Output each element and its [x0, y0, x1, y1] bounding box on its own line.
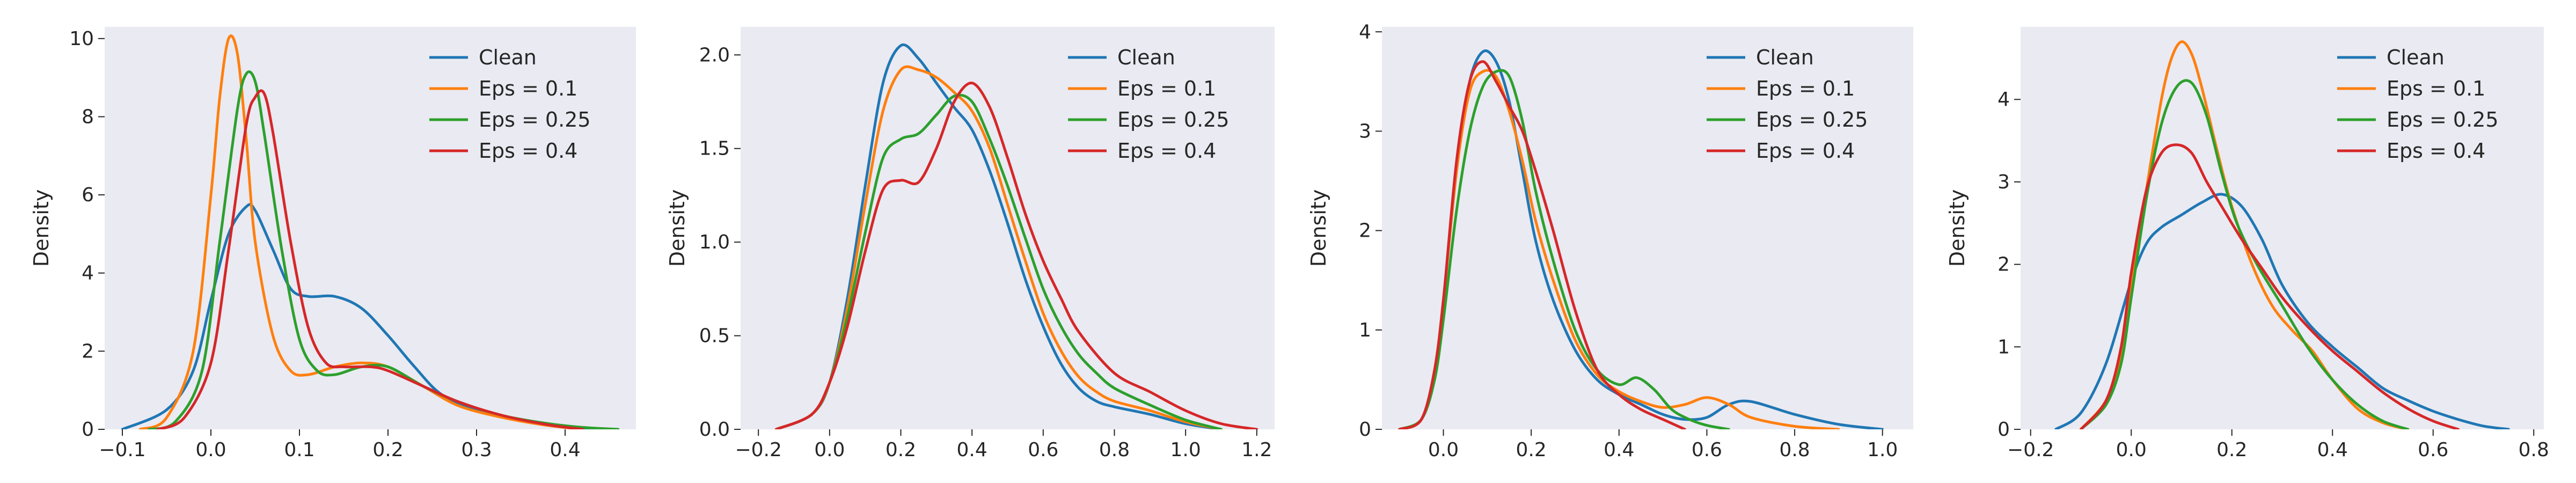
y-tick-label: 4 — [82, 262, 94, 284]
y-tick-label: 1.0 — [699, 231, 730, 253]
y-axis-title: Density — [1307, 189, 1330, 267]
x-tick-label: 0.1 — [284, 439, 314, 461]
y-tick-label: 2.0 — [699, 44, 730, 66]
legend-label: Clean — [1756, 46, 1814, 69]
y-axis-title: Density — [30, 189, 53, 267]
series-line-2 — [138, 34, 584, 429]
chart-panel-3: 0.0 0.2 0.4 0.6 0.8 1.0 0 1 2 3 4 Density Clean Eps =… — [1307, 21, 1913, 461]
x-tick-label: 0.8 — [1099, 439, 1130, 461]
y-tick-label: 10 — [69, 28, 94, 50]
x-tick-label: 0.2 — [885, 439, 916, 461]
y-tick-label: 0.0 — [699, 419, 730, 441]
y-tick-label: 1 — [1997, 336, 2010, 358]
legend-label: Eps = 0.25 — [479, 108, 591, 131]
legend-label: Clean — [1117, 46, 1175, 69]
y-tick-label: 6 — [82, 184, 94, 206]
legend-label: Eps = 0.25 — [2387, 108, 2499, 131]
y-tick-label: 3 — [1997, 171, 2010, 193]
x-tick-label: 0.8 — [2519, 439, 2549, 461]
y-tick-label: 0 — [82, 419, 94, 441]
series-line-4 — [774, 82, 1258, 429]
y-tick-label: 4 — [1359, 21, 1371, 43]
x-tick-label: 0.8 — [1779, 439, 1810, 461]
x-tick-label: 1.2 — [1241, 439, 1272, 461]
series-line-3 — [2080, 79, 2410, 429]
x-tick-label: 0.0 — [814, 439, 845, 461]
x-tick-label: 0.6 — [1692, 439, 1722, 461]
x-tick-label: 0.4 — [957, 439, 987, 461]
legend-label: Eps = 0.4 — [1117, 139, 1216, 163]
series-line-3 — [1398, 69, 1730, 429]
y-axis-title: Density — [665, 189, 689, 267]
y-tick-label: 2 — [82, 340, 94, 362]
y-tick-label: 2 — [1997, 254, 2010, 276]
y-tick-label: 3 — [1359, 120, 1371, 142]
series-line-1 — [121, 203, 593, 429]
x-tick-label: 0.0 — [195, 439, 226, 461]
series-line-3 — [774, 93, 1223, 429]
series-line-4 — [2080, 143, 2460, 429]
y-tick-label: 8 — [82, 106, 94, 128]
x-tick-label: −0.1 — [99, 439, 145, 461]
y-axis-title: Density — [1945, 189, 1969, 267]
legend-label: Clean — [2387, 46, 2445, 69]
x-tick-label: 0.6 — [2418, 439, 2448, 461]
series-line-2 — [774, 65, 1223, 429]
legend-label: Eps = 0.1 — [2387, 77, 2485, 100]
x-tick-label: 1.0 — [1170, 439, 1201, 461]
legend-label: Eps = 0.25 — [1117, 108, 1230, 131]
legend-label: Eps = 0.1 — [1756, 77, 1855, 100]
x-tick-label: 0.2 — [372, 439, 403, 461]
legend-label: Eps = 0.4 — [479, 139, 577, 163]
y-tick-label: 2 — [1359, 220, 1371, 242]
legend-label: Eps = 0.25 — [1756, 108, 1868, 131]
x-tick-label: 0.3 — [461, 439, 492, 461]
chart-panel-2: −0.2 0.0 0.2 0.4 0.6 0.8 1.0 1.20.00.51.01.52.0… — [665, 27, 1275, 461]
legend-label: Eps = 0.4 — [2387, 139, 2485, 163]
chart-panel-4: −0.2 0.0 0.2 0.4 0.6 0.8 0 1 2 3 4 Density Clean Eps … — [1945, 27, 2549, 461]
series-line-4 — [1398, 60, 1686, 429]
y-tick-label: 0 — [1997, 419, 2010, 441]
y-tick-label: 1.5 — [699, 138, 730, 160]
x-tick-label: 0.4 — [550, 439, 580, 461]
x-tick-label: −0.2 — [2007, 439, 2054, 461]
plot-area — [741, 27, 1275, 429]
legend-label: Eps = 0.1 — [1117, 77, 1216, 100]
y-tick-label: 1 — [1359, 319, 1371, 341]
chart-panel-1: −0.1 0.0 0.1 0.2 0.3 0.4 0 2 4 6 8 10 Density Clean Ep… — [30, 27, 636, 461]
x-tick-label: 0.2 — [1516, 439, 1547, 461]
x-tick-label: 1.0 — [1867, 439, 1898, 461]
y-tick-label: 0 — [1359, 419, 1371, 441]
y-tick-label: 4 — [1997, 89, 2010, 111]
y-tick-label: 0.5 — [699, 325, 730, 347]
x-tick-label: 0.2 — [2216, 439, 2247, 461]
legend-label: Clean — [479, 46, 537, 69]
series-line-4 — [156, 89, 584, 429]
x-tick-label: 0.6 — [1028, 439, 1058, 461]
x-tick-label: −0.2 — [735, 439, 781, 461]
legend-label: Eps = 0.4 — [1756, 139, 1855, 163]
x-tick-label: 0.0 — [2116, 439, 2147, 461]
series-line-1 — [774, 43, 1223, 429]
x-tick-label: 0.4 — [1604, 439, 1634, 461]
legend-label: Eps = 0.1 — [479, 77, 577, 100]
x-tick-label: 0.0 — [1428, 439, 1459, 461]
x-tick-label: 0.4 — [2317, 439, 2348, 461]
